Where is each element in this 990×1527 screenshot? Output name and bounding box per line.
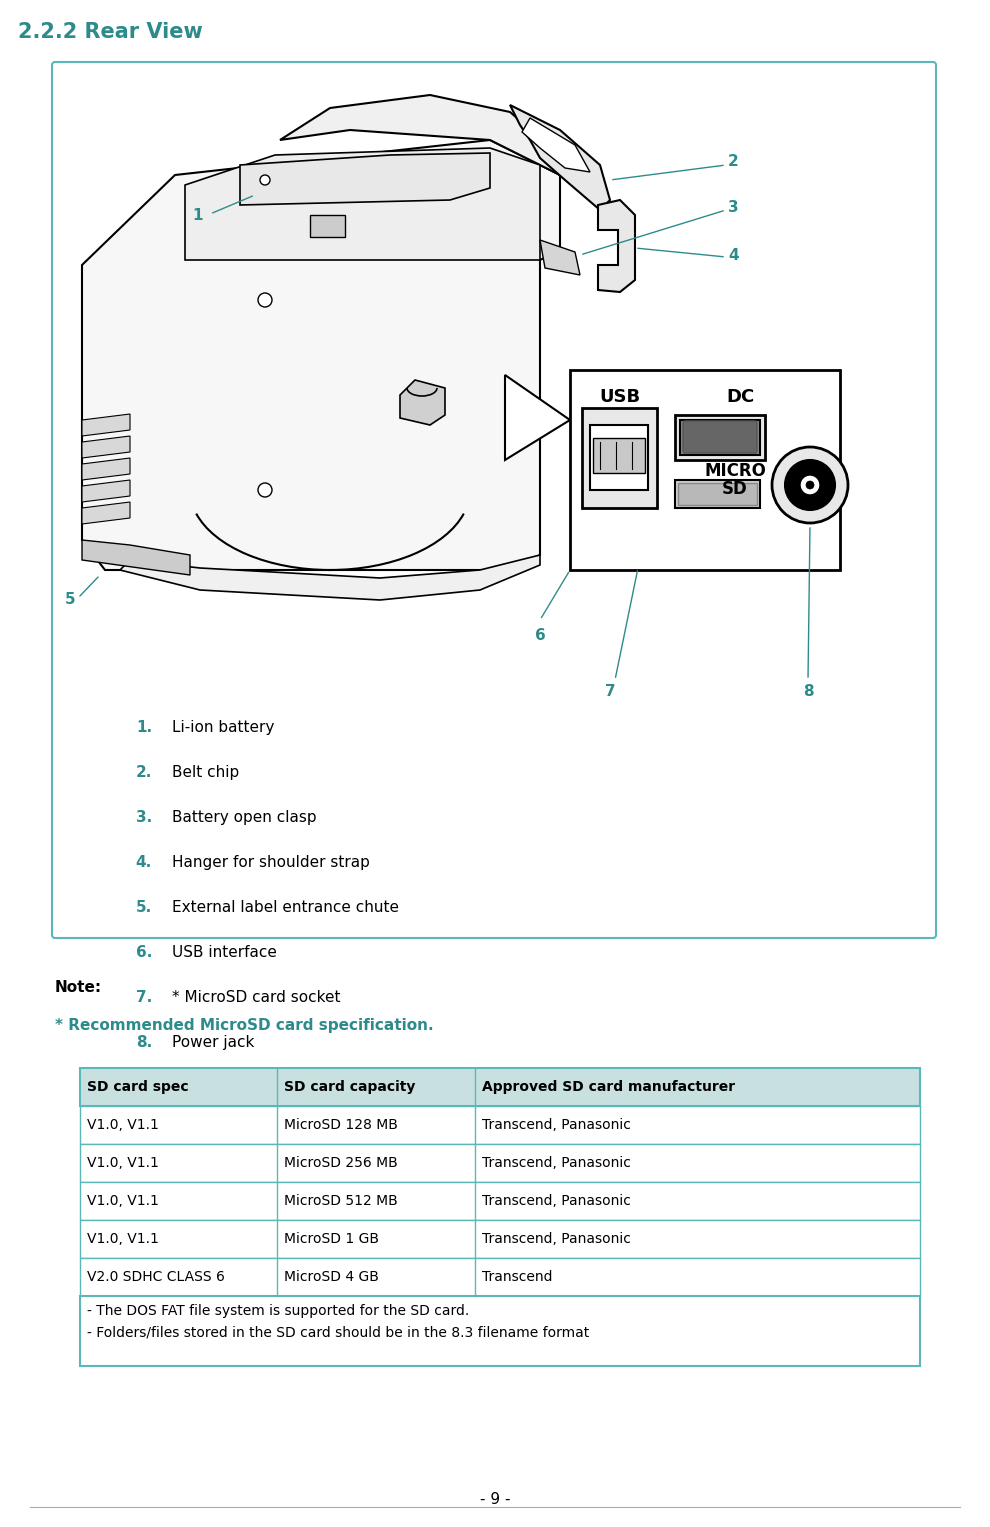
Text: Battery open clasp: Battery open clasp xyxy=(172,809,317,825)
Text: Note:: Note: xyxy=(55,980,102,996)
Polygon shape xyxy=(522,118,590,173)
Text: V1.0, V1.1: V1.0, V1.1 xyxy=(87,1232,158,1246)
Bar xyxy=(593,438,645,473)
Bar xyxy=(80,1144,920,1182)
Bar xyxy=(570,370,840,570)
Text: 4.: 4. xyxy=(136,855,152,870)
Polygon shape xyxy=(400,380,445,425)
Text: 2.2.2 Rear View: 2.2.2 Rear View xyxy=(18,21,203,43)
Circle shape xyxy=(800,475,820,495)
Bar xyxy=(675,479,760,508)
Circle shape xyxy=(785,460,835,510)
Text: MICRO
SD: MICRO SD xyxy=(704,463,766,498)
Bar xyxy=(80,1220,920,1258)
Text: 3: 3 xyxy=(728,200,739,215)
Text: 8.: 8. xyxy=(136,1035,152,1051)
Text: V2.0 SDHC CLASS 6: V2.0 SDHC CLASS 6 xyxy=(87,1270,225,1284)
Text: MicroSD 256 MB: MicroSD 256 MB xyxy=(284,1156,398,1170)
Text: 2.: 2. xyxy=(136,765,152,780)
Polygon shape xyxy=(82,140,560,570)
Text: 7.: 7. xyxy=(136,989,152,1005)
Text: 1: 1 xyxy=(192,208,203,223)
Polygon shape xyxy=(82,437,130,458)
Bar xyxy=(80,1067,920,1106)
Bar xyxy=(310,215,345,237)
Text: Transcend: Transcend xyxy=(482,1270,552,1284)
Text: - 9 -: - 9 - xyxy=(480,1492,510,1507)
Text: 4: 4 xyxy=(728,247,739,263)
Text: DC: DC xyxy=(726,388,754,406)
Polygon shape xyxy=(540,240,580,275)
Text: USB interface: USB interface xyxy=(172,945,277,960)
FancyBboxPatch shape xyxy=(52,63,936,938)
Polygon shape xyxy=(82,541,190,576)
Text: Transcend, Panasonic: Transcend, Panasonic xyxy=(482,1194,631,1208)
Text: Belt chip: Belt chip xyxy=(172,765,240,780)
Text: External label entrance chute: External label entrance chute xyxy=(172,899,399,915)
Circle shape xyxy=(772,447,848,524)
Bar xyxy=(680,420,760,455)
Circle shape xyxy=(260,176,270,185)
Text: V1.0, V1.1: V1.0, V1.1 xyxy=(87,1194,158,1208)
Polygon shape xyxy=(82,458,130,479)
Circle shape xyxy=(258,293,272,307)
Bar xyxy=(582,408,657,508)
Text: 7: 7 xyxy=(605,684,616,699)
Text: Transcend, Panasonic: Transcend, Panasonic xyxy=(482,1232,631,1246)
Text: SD card capacity: SD card capacity xyxy=(284,1080,416,1093)
Text: V1.0, V1.1: V1.0, V1.1 xyxy=(87,1156,158,1170)
Text: - The DOS FAT file system is supported for the SD card.
- Folders/files stored i: - The DOS FAT file system is supported f… xyxy=(87,1304,589,1339)
Text: USB: USB xyxy=(599,388,641,406)
Bar xyxy=(590,425,648,490)
Polygon shape xyxy=(82,502,130,524)
Text: * Recommended MicroSD card specification.: * Recommended MicroSD card specification… xyxy=(55,1019,434,1032)
Polygon shape xyxy=(280,95,560,176)
Bar xyxy=(675,415,765,460)
Text: MicroSD 128 MB: MicroSD 128 MB xyxy=(284,1118,398,1132)
Text: V1.0, V1.1: V1.0, V1.1 xyxy=(87,1118,158,1132)
Polygon shape xyxy=(120,554,540,600)
Text: SD card spec: SD card spec xyxy=(87,1080,189,1093)
Text: Transcend, Panasonic: Transcend, Panasonic xyxy=(482,1156,631,1170)
Polygon shape xyxy=(185,148,540,260)
Text: 3.: 3. xyxy=(136,809,152,825)
Text: 5.: 5. xyxy=(136,899,152,915)
Text: Transcend, Panasonic: Transcend, Panasonic xyxy=(482,1118,631,1132)
Text: * MicroSD card socket: * MicroSD card socket xyxy=(172,989,341,1005)
Bar xyxy=(80,1258,920,1296)
Polygon shape xyxy=(82,414,130,437)
Circle shape xyxy=(258,483,272,496)
Text: MicroSD 1 GB: MicroSD 1 GB xyxy=(284,1232,379,1246)
Text: 6.: 6. xyxy=(136,945,152,960)
Text: 5: 5 xyxy=(65,592,75,608)
FancyBboxPatch shape xyxy=(683,421,757,454)
Text: Approved SD card manufacturer: Approved SD card manufacturer xyxy=(482,1080,735,1093)
Polygon shape xyxy=(598,200,635,292)
Polygon shape xyxy=(240,153,490,205)
Text: 6: 6 xyxy=(535,628,545,643)
Text: MicroSD 4 GB: MicroSD 4 GB xyxy=(284,1270,379,1284)
Bar xyxy=(80,1106,920,1144)
Text: 2: 2 xyxy=(728,154,739,169)
Text: Li-ion battery: Li-ion battery xyxy=(172,721,274,734)
Polygon shape xyxy=(505,376,570,460)
Text: Power jack: Power jack xyxy=(172,1035,254,1051)
Text: MicroSD 512 MB: MicroSD 512 MB xyxy=(284,1194,398,1208)
Text: 1.: 1. xyxy=(136,721,152,734)
Bar xyxy=(80,1182,920,1220)
Text: 8: 8 xyxy=(803,684,814,699)
Polygon shape xyxy=(510,105,610,211)
Bar xyxy=(678,483,757,505)
Bar xyxy=(80,1296,920,1367)
Text: Hanger for shoulder strap: Hanger for shoulder strap xyxy=(172,855,370,870)
Polygon shape xyxy=(82,479,130,502)
Circle shape xyxy=(806,481,814,489)
